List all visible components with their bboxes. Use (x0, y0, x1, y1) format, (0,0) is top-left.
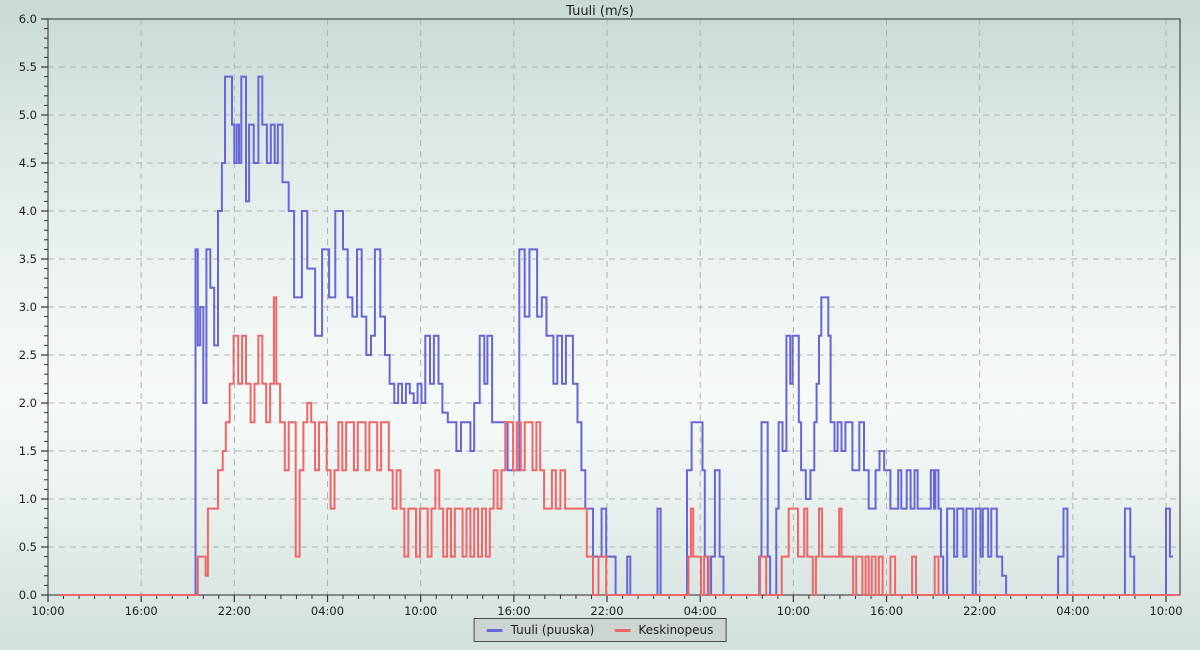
y-tick-label: 2.0 (19, 396, 37, 410)
x-tick-label: 04:00 (311, 604, 344, 618)
x-tick-label: 10:00 (404, 604, 437, 618)
x-tick-label: 16:00 (125, 604, 158, 618)
x-tick-label: 10:00 (1149, 604, 1182, 618)
x-tick-label: 04:00 (1056, 604, 1089, 618)
x-tick-label: 22:00 (963, 604, 996, 618)
x-tick-label: 16:00 (497, 604, 530, 618)
y-tick-label: 3.0 (19, 300, 37, 314)
chart-title: Tuuli (m/s) (566, 4, 634, 19)
legend-item-average: Keskinopeus (614, 623, 713, 637)
y-tick-label: 2.5 (19, 348, 37, 362)
series-line-average (58, 296, 1180, 596)
series-line-gust (58, 75, 1173, 596)
y-tick-label: 5.5 (19, 60, 37, 74)
y-tick-label: 0.0 (19, 588, 37, 602)
x-tick-label: 22:00 (590, 604, 623, 618)
legend-item-gust: Tuuli (puuska) (486, 623, 595, 637)
legend-average-line-icon (614, 628, 631, 632)
y-tick-label: 6.0 (19, 12, 37, 26)
x-tick-label: 22:00 (218, 604, 251, 618)
y-tick-label: 4.0 (19, 204, 37, 218)
x-tick-label: 10:00 (777, 604, 810, 618)
legend-average-label: Keskinopeus (638, 623, 714, 637)
x-tick-label: 16:00 (870, 604, 903, 618)
y-tick-label: 3.5 (19, 252, 37, 266)
legend-gust-line-icon (486, 628, 503, 632)
legend-gust-label: Tuuli (puuska) (510, 623, 595, 637)
y-tick-label: 1.0 (19, 492, 37, 506)
y-tick-label: 0.5 (19, 540, 37, 554)
x-tick-label: 10:00 (31, 604, 64, 618)
y-tick-label: 4.5 (19, 156, 37, 170)
y-tick-label: 1.5 (19, 444, 37, 458)
legend: Tuuli (puuska) Keskinopeus (473, 618, 727, 642)
y-tick-label: 5.0 (19, 108, 37, 122)
x-tick-label: 04:00 (684, 604, 717, 618)
